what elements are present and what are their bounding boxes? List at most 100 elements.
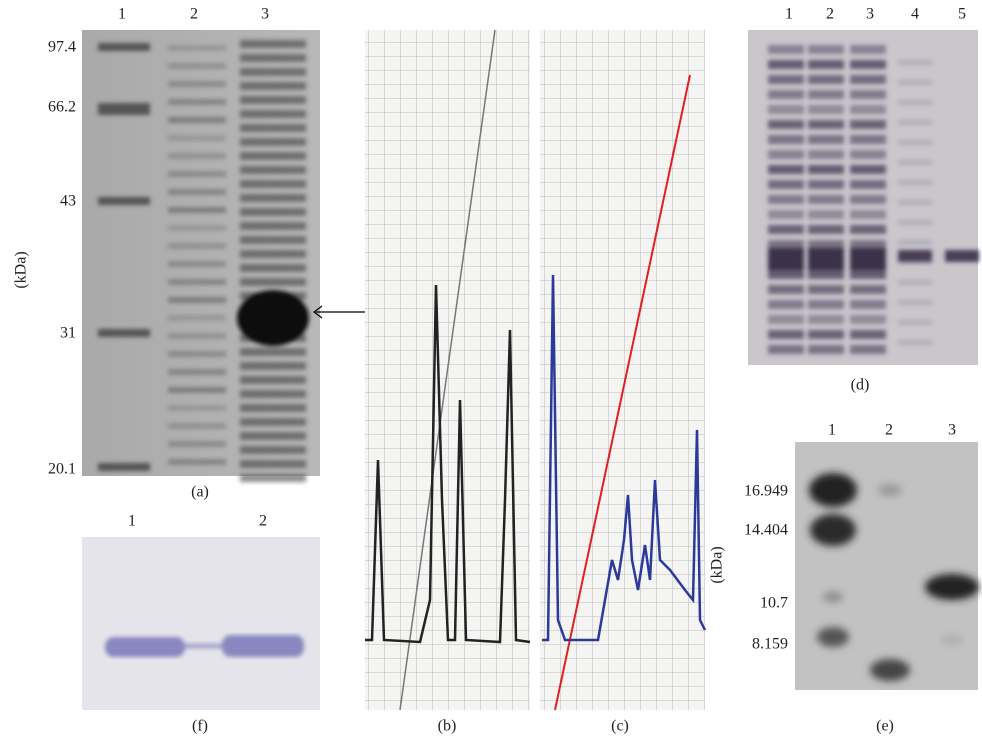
band: [768, 300, 804, 309]
band: [98, 43, 150, 51]
band: [808, 90, 844, 99]
band: [850, 225, 886, 234]
trace: [365, 284, 531, 644]
band: [808, 285, 844, 294]
band: [240, 180, 306, 188]
band: [168, 405, 226, 411]
band: [808, 135, 844, 144]
band: [240, 54, 306, 62]
caption: (f): [192, 718, 208, 735]
band: [898, 80, 932, 85]
band: [240, 68, 306, 76]
caption: (a): [191, 484, 209, 501]
band: [768, 270, 804, 279]
band: [240, 166, 306, 174]
band: [240, 432, 306, 440]
band: [850, 180, 886, 189]
band: [168, 81, 226, 87]
band: [898, 240, 932, 245]
lane-label: 4: [911, 6, 919, 23]
band: [168, 99, 226, 105]
band: [240, 348, 306, 356]
band: [168, 135, 226, 141]
band: [240, 194, 306, 202]
lane-label: 3: [948, 422, 956, 439]
axis-label: (kDa): [709, 546, 726, 583]
band: [898, 100, 932, 105]
marker-label: 10.7: [760, 595, 788, 612]
caption: (c): [611, 718, 629, 735]
band: [240, 474, 306, 482]
band: [240, 40, 306, 48]
band: [850, 285, 886, 294]
lane-label: 1: [118, 6, 126, 23]
lane-label: 3: [866, 6, 874, 23]
band: [808, 120, 844, 129]
gel-f: [82, 537, 320, 710]
band: [898, 280, 932, 285]
marker-label: 97.4: [48, 39, 76, 56]
axis-label: (kDa): [13, 251, 30, 288]
band: [240, 446, 306, 454]
lane-label: 5: [958, 6, 966, 23]
lane-label: 1: [785, 6, 793, 23]
band: [945, 250, 979, 262]
band: [240, 278, 306, 286]
caption: (d): [851, 377, 870, 394]
band: [240, 390, 306, 398]
gradient-line: [399, 29, 496, 711]
band: [850, 210, 886, 219]
band: [808, 225, 844, 234]
marker-label: 43: [60, 193, 76, 210]
band: [808, 315, 844, 324]
arrow-head: [313, 305, 323, 319]
band: [768, 180, 804, 189]
band: [240, 110, 306, 118]
band: [768, 195, 804, 204]
band: [808, 345, 844, 354]
band: [168, 387, 226, 393]
band: [850, 315, 886, 324]
band: [808, 330, 844, 339]
band: [168, 315, 226, 321]
band: [898, 60, 932, 65]
band: [240, 264, 306, 272]
band: [898, 140, 932, 145]
band: [168, 459, 226, 465]
band: [898, 220, 932, 225]
band: [808, 60, 844, 69]
band: [898, 320, 932, 325]
band: [898, 340, 932, 345]
band: [98, 197, 150, 205]
band: [808, 270, 844, 279]
band: [168, 117, 226, 123]
band: [240, 376, 306, 384]
band: [98, 103, 150, 115]
band: [850, 345, 886, 354]
band: [240, 152, 306, 160]
band: [168, 423, 226, 429]
band: [768, 210, 804, 219]
marker-label: 16.949: [744, 483, 788, 500]
band: [850, 330, 886, 339]
marker-label: 14.404: [744, 522, 788, 539]
band: [898, 200, 932, 205]
lane-label: 2: [190, 6, 198, 23]
band: [240, 250, 306, 258]
band: [808, 248, 844, 270]
band: [850, 120, 886, 129]
band: [168, 261, 226, 267]
band: [850, 248, 886, 270]
band: [98, 463, 150, 471]
band: [808, 210, 844, 219]
band: [168, 369, 226, 375]
band: [808, 105, 844, 114]
band: [850, 150, 886, 159]
band: [850, 165, 886, 174]
caption: (b): [438, 718, 457, 735]
trace: [542, 274, 707, 642]
band: [168, 297, 226, 303]
band: [850, 240, 886, 249]
gradient-line: [554, 74, 691, 711]
